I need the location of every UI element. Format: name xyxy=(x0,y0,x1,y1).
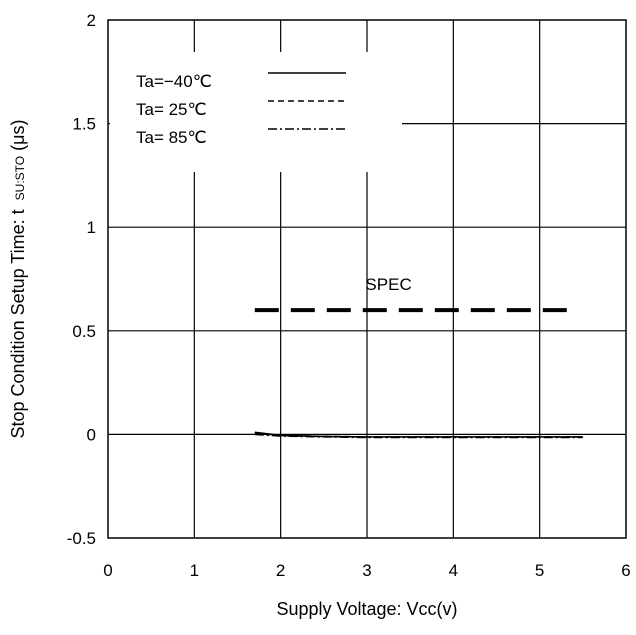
x-tick-labels: 0 1 2 3 4 5 6 xyxy=(103,561,630,580)
x-tick-label: 0 xyxy=(103,561,112,580)
legend-label: Ta= 85℃ xyxy=(136,128,207,147)
spec-label: SPEC xyxy=(365,275,411,294)
series-layer xyxy=(254,431,583,439)
legend-label: Ta= 25℃ xyxy=(136,100,207,119)
y-tick-label: 1.5 xyxy=(72,115,96,134)
x-tick-label: 2 xyxy=(276,561,285,580)
legend: Ta=−40℃ Ta= 25℃ Ta= 85℃ xyxy=(136,72,346,147)
series-line xyxy=(254,433,583,439)
y-axis-title: Stop Condition Setup Time: t SU:STO (μs) xyxy=(8,120,28,439)
x-tick-label: 6 xyxy=(621,561,630,580)
y-tick-label: 2 xyxy=(87,11,96,30)
y-tick-label: -0.5 xyxy=(67,529,96,548)
spec-layer: SPEC xyxy=(254,275,575,313)
y-tick-label: 1 xyxy=(87,218,96,237)
x-tick-label: 4 xyxy=(449,561,458,580)
y-axis-title-unit: (μs) xyxy=(8,120,28,151)
legend-label: Ta=−40℃ xyxy=(136,72,212,91)
x-tick-label: 5 xyxy=(535,561,544,580)
y-tick-label: 0.5 xyxy=(72,322,96,341)
legend-box xyxy=(110,52,402,172)
y-axis-title-main: Stop Condition Setup Time: t xyxy=(8,209,28,438)
y-tick-labels: -0.5 0 0.5 1 1.5 2 xyxy=(67,11,96,548)
x-axis-title: Supply Voltage: Vcc(v) xyxy=(276,599,457,619)
x-tick-label: 3 xyxy=(362,561,371,580)
y-axis-title-sub: SU:STO xyxy=(13,156,27,200)
plot-frame xyxy=(107,19,627,539)
x-tick-label: 1 xyxy=(190,561,199,580)
y-tick-label: 0 xyxy=(87,425,96,444)
